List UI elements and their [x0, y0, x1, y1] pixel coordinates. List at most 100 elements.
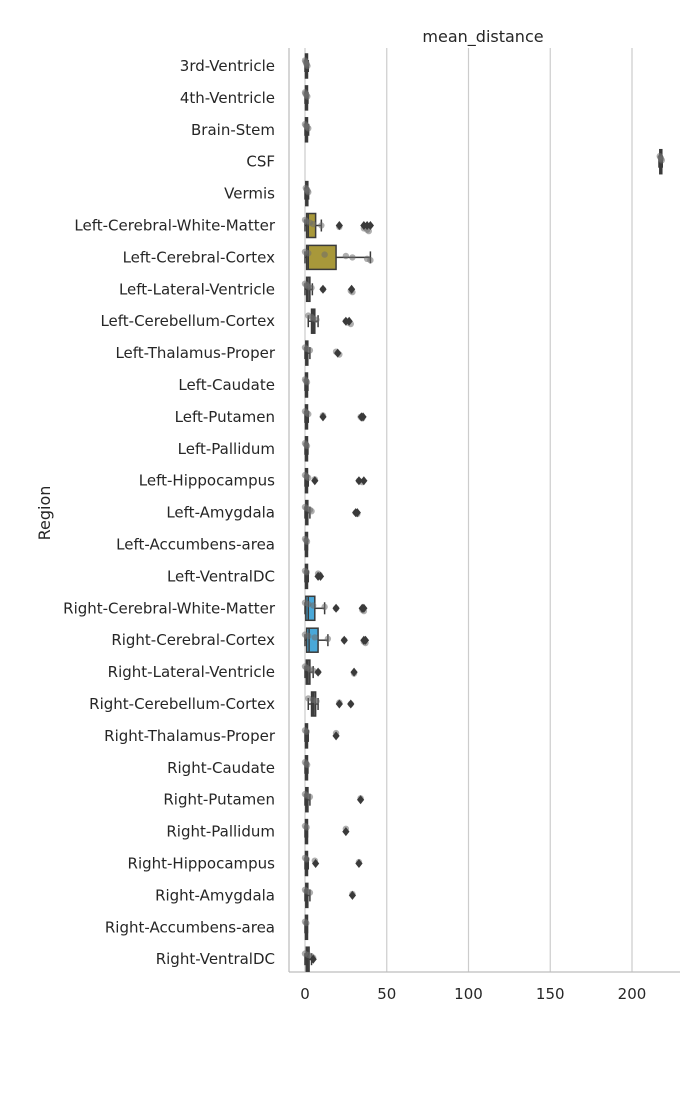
box-group	[301, 340, 343, 366]
strip-point	[309, 602, 317, 609]
strip-point	[305, 695, 312, 702]
outlier-point	[366, 221, 374, 230]
y-tick-label: Left-Pallidum	[178, 440, 275, 458]
box-group	[301, 436, 311, 462]
y-tick-label: Right-Lateral-Ventricle	[108, 663, 275, 681]
strip-point	[303, 856, 310, 863]
box-iqr	[305, 244, 337, 271]
outlier-point	[335, 221, 343, 230]
y-tick-label: Right-Cerebral-Cortex	[111, 631, 275, 649]
strip-point	[313, 698, 320, 705]
strip-point	[303, 728, 310, 735]
x-tick-label: 50	[377, 985, 396, 1003]
data-layer	[301, 53, 665, 972]
strip-point	[303, 569, 310, 576]
y-tick-label: CSF	[246, 153, 275, 171]
y-tick-label: Right-VentralDC	[156, 950, 275, 968]
y-tick-label: Left-Thalamus-Proper	[115, 344, 275, 362]
strip-point	[303, 379, 311, 386]
box-iqr	[305, 595, 316, 622]
box-group	[301, 755, 311, 781]
outlier-point	[312, 859, 320, 868]
box-group	[301, 404, 367, 430]
y-tick-label: Right-Hippocampus	[128, 855, 276, 873]
box-group	[656, 148, 665, 175]
outlier-point	[319, 412, 327, 422]
y-axis-label: Region	[35, 486, 54, 541]
box-group	[302, 180, 312, 207]
y-tick-label: Vermis	[224, 185, 275, 203]
strip-point	[658, 157, 665, 164]
strip-point	[308, 508, 315, 515]
strip-point	[311, 634, 319, 641]
strip-point	[313, 316, 320, 323]
outlier-point	[360, 603, 368, 613]
box-group	[301, 850, 363, 877]
box-group	[301, 499, 361, 526]
x-tick-label: 200	[618, 985, 647, 1003]
chart-title: mean_distance	[422, 27, 543, 47]
box-group	[301, 244, 374, 271]
x-tick-label: 100	[454, 985, 483, 1003]
outlier-point	[360, 476, 368, 486]
y-tick-label: Right-Cerebellum-Cortex	[89, 695, 275, 713]
y-tick-label: Left-Putamen	[175, 408, 275, 426]
y-tick-label: Right-Amygdala	[155, 886, 275, 904]
box-group	[301, 914, 310, 941]
outlier-point	[332, 603, 340, 613]
y-tick-label: Right-Putamen	[163, 791, 275, 809]
box-group	[301, 372, 311, 398]
strip-point	[305, 632, 312, 640]
x-tick-label: 0	[300, 985, 310, 1003]
outlier-point	[355, 859, 363, 868]
x-tick-label: 150	[536, 985, 565, 1003]
strip-point	[349, 254, 356, 261]
strip-point	[305, 125, 312, 132]
axis-layer	[288, 48, 680, 973]
box-group	[301, 627, 370, 653]
strip-point	[303, 824, 310, 831]
outlier-point	[347, 284, 356, 294]
box-group	[305, 308, 354, 334]
y-tick-label: Left-VentralDC	[167, 567, 275, 585]
strip-point	[305, 474, 312, 482]
box-group	[305, 691, 355, 717]
y-tick-label: Right-Pallidum	[166, 823, 275, 841]
strip-point	[303, 442, 311, 450]
y-tick-label: 3rd-Ventricle	[180, 57, 275, 75]
strip-point	[303, 919, 310, 927]
box-group	[301, 467, 368, 494]
box-group	[301, 85, 311, 111]
outlier-point	[314, 667, 322, 677]
strip-point	[305, 189, 312, 196]
outlier-point	[355, 476, 363, 486]
y-tick-label: Right-Cerebral-White-Matter	[63, 599, 276, 617]
strip-point	[304, 93, 311, 100]
box-group	[301, 117, 312, 143]
outlier-point	[347, 699, 355, 709]
box-group	[301, 595, 368, 622]
outlier-point	[332, 731, 340, 741]
box-group	[301, 531, 311, 558]
strip-point	[306, 347, 314, 354]
y-tick-label: Left-Lateral-Ventricle	[119, 280, 275, 298]
outlier-point	[361, 635, 370, 645]
strip-point	[305, 250, 312, 257]
strip-point	[305, 600, 312, 608]
outlier-point	[319, 284, 327, 294]
outlier-point	[311, 476, 319, 486]
box-group	[301, 563, 325, 590]
strip-point	[342, 252, 350, 260]
strip-point	[321, 251, 328, 258]
y-tick-label: Right-Caudate	[167, 759, 275, 777]
y-tick-label: Brain-Stem	[191, 121, 275, 139]
y-tick-label: Left-Amygdala	[166, 504, 275, 522]
box-group	[301, 53, 311, 79]
strip-point	[308, 284, 315, 292]
y-tick-label: Left-Accumbens-area	[116, 536, 275, 554]
y-tick-label: Left-Cerebral-White-Matter	[74, 217, 275, 235]
box-group	[301, 882, 357, 909]
box-group	[301, 723, 340, 749]
outlier-point	[334, 348, 342, 358]
